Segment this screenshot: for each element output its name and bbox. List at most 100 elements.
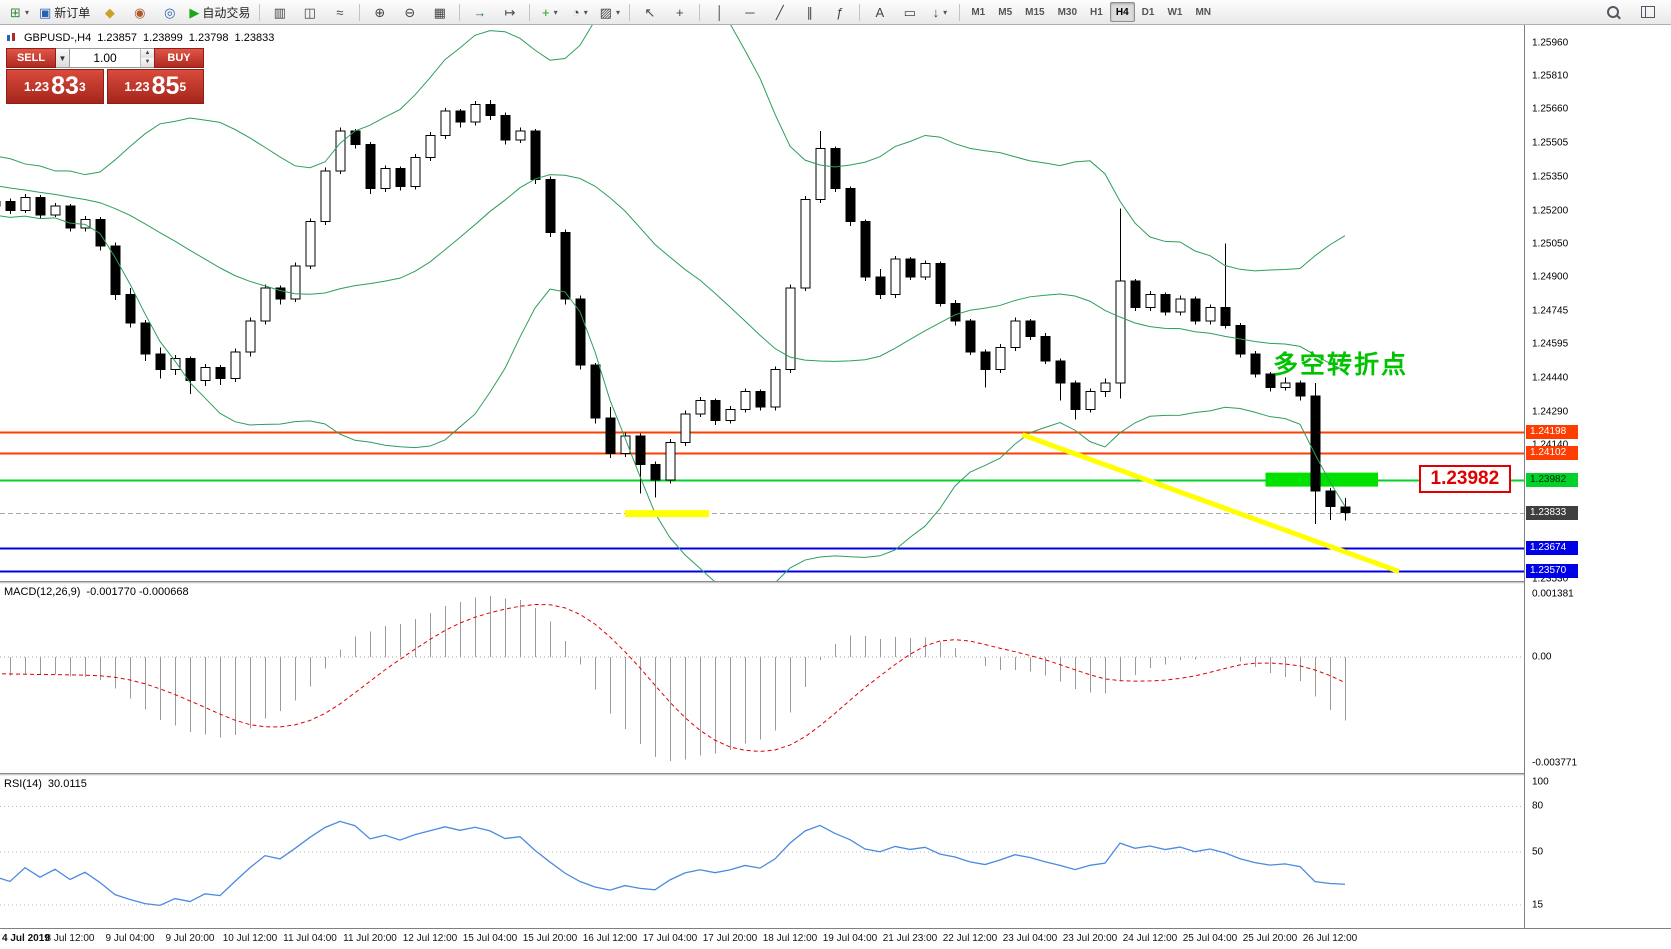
- timeframe-m30-button[interactable]: M30: [1057, 6, 1078, 18]
- new-chart-button[interactable]: ⊞ ▾: [5, 1, 34, 23]
- trendline-button[interactable]: ╱: [765, 1, 794, 23]
- line-chart-icon: ≈: [336, 4, 344, 20]
- macd-signal-line: [0, 603, 1346, 752]
- autoscroll-button[interactable]: →: [465, 1, 494, 23]
- price-scale-label: 1.25200: [1532, 205, 1569, 217]
- horizontal-line-icon: ─: [745, 4, 755, 20]
- bar-chart-icon: ▥: [273, 4, 286, 20]
- dropdown-arrow-icon: ▾: [24, 7, 29, 17]
- chart-shift-icon: ↦: [504, 4, 516, 20]
- search-button[interactable]: [1598, 1, 1627, 23]
- panels-icon: [1640, 6, 1655, 18]
- toolbar-separator: [259, 3, 261, 21]
- lot-increase-button[interactable]: ▲: [141, 49, 154, 58]
- candlestick-icon: ◫: [303, 4, 316, 20]
- sell-price-button[interactable]: 1.23 83 3: [6, 69, 104, 104]
- dropdown-arrow-icon: ▾: [553, 7, 558, 17]
- buy-button[interactable]: BUY: [154, 48, 204, 68]
- macd-chart: [0, 596, 1524, 761]
- macd-panel[interactable]: MACD(12,26,9) -0.001770 -0.000668: [0, 584, 1524, 773]
- rsi-panel[interactable]: RSI(14) 30.0115: [0, 776, 1524, 928]
- yellow-support-segment[interactable]: [625, 510, 709, 518]
- new-chart-icon: ⊞: [10, 4, 21, 20]
- arrows-button[interactable]: ↓ ▾: [925, 1, 954, 23]
- price-scale-label: 1.25810: [1532, 70, 1569, 82]
- zoom-in-button[interactable]: ⊕: [365, 1, 394, 23]
- bar-chart-button[interactable]: ▥: [265, 1, 294, 23]
- fibonacci-button[interactable]: ƒ: [825, 1, 854, 23]
- price-scale-label: 1.23530: [1532, 573, 1569, 585]
- tick-chart-icon: ▦: [433, 4, 446, 20]
- magnifier-icon: [1606, 6, 1619, 18]
- rsi-scale-label: 50: [1532, 846, 1544, 858]
- timeframe-mn-button[interactable]: MN: [1195, 6, 1211, 18]
- time-axis-label: 4 Jul 2019: [2, 933, 50, 944]
- timeframe-m1-button[interactable]: M1: [971, 6, 986, 18]
- new-order-button[interactable]: ▣ 新订单: [35, 1, 94, 23]
- price-callout-label[interactable]: 1.23982: [1418, 464, 1512, 493]
- support-zone-highlight[interactable]: [1265, 472, 1379, 487]
- chart-shift-button[interactable]: ↦: [495, 1, 524, 23]
- lot-decrease-button[interactable]: ▼: [141, 58, 154, 67]
- time-axis-label: 23 Jul 20:00: [1062, 933, 1118, 944]
- timeframe-m15-button[interactable]: M15: [1025, 6, 1045, 18]
- toolbar-separator: [859, 3, 861, 21]
- timeframe-h4-button[interactable]: H4: [1109, 2, 1135, 22]
- timeframe-m5-button[interactable]: M5: [998, 6, 1013, 18]
- price-scale-label: 1.24440: [1532, 372, 1569, 384]
- vertical-line-button[interactable]: │: [705, 1, 734, 23]
- channel-button[interactable]: ∥: [795, 1, 824, 23]
- time-axis-label: 26 Jul 12:00: [1302, 933, 1358, 944]
- tick-chart-button[interactable]: ▦: [425, 1, 454, 23]
- sell-button[interactable]: SELL: [6, 48, 56, 68]
- text-button[interactable]: A: [865, 1, 894, 23]
- price-chart[interactable]: [0, 25, 1524, 581]
- sell-price-point: 3: [78, 79, 86, 94]
- timeframe-h1-button[interactable]: H1: [1090, 6, 1103, 18]
- price-scale-label: 1.24900: [1532, 271, 1569, 283]
- zoom-out-button[interactable]: ⊖: [395, 1, 424, 23]
- macd-values: -0.001770 -0.000668: [86, 586, 189, 598]
- crosshair-button[interactable]: +: [665, 1, 694, 23]
- yellow-trendline[interactable]: [1021, 432, 1400, 574]
- buy-price-button[interactable]: 1.23 85 5: [106, 69, 204, 104]
- timeframe-d1-button[interactable]: D1: [1141, 6, 1155, 18]
- panels-button[interactable]: [1633, 1, 1662, 23]
- time-axis-label: 15 Jul 04:00: [462, 933, 518, 944]
- templates-button[interactable]: ▨ ▾: [595, 1, 624, 23]
- rsi-value: 30.0115: [47, 778, 87, 790]
- rsi-chart: [0, 805, 1524, 907]
- cursor-button[interactable]: ↖: [635, 1, 664, 23]
- lot-size-input[interactable]: [70, 49, 140, 67]
- cursor-icon: ↖: [644, 4, 656, 20]
- toolbar: ⊞ ▾ ▣ 新订单 ◆ ◉ ◎ ▶ 自动交易 ▥ ◫ ≈ ⊕ ⊖ ▦ → ↦ + ▾ ◔ ▾ ▨ ▾ ↖ + │ ─ ╱ ∥ ƒ A ▭ ↓ ▾ M…: [0, 0, 1671, 25]
- time-axis-label: 11 Jul 04:00: [283, 933, 337, 944]
- annotation-text[interactable]: 多空转折点: [1273, 350, 1409, 379]
- indicators-icon: +: [542, 4, 550, 20]
- metaeditor-button[interactable]: ◆: [95, 1, 124, 23]
- community-button[interactable]: ◎: [155, 1, 184, 23]
- line-chart-button[interactable]: ≈: [325, 1, 354, 23]
- label-icon: ▭: [903, 4, 916, 20]
- time-axis[interactable]: 4 Jul 2019 8 Jul 12:00 9 Jul 04:00 9 Jul 20…: [0, 928, 1671, 949]
- label-button[interactable]: ▭: [895, 1, 924, 23]
- candlestick-button[interactable]: ◫: [295, 1, 324, 23]
- window-splitter[interactable]: [0, 773, 1671, 776]
- horizontal-line-button[interactable]: ─: [735, 1, 764, 23]
- timeframe-w1-button[interactable]: W1: [1167, 6, 1183, 18]
- market-button[interactable]: ◉: [125, 1, 154, 23]
- sell-button-label: SELL: [16, 52, 46, 64]
- price-scale[interactable]: 1.25960 1.25810 1.25660 1.25505 1.25350 1.252…: [1524, 25, 1671, 928]
- macd-scale-zero: 0.00: [1532, 651, 1552, 663]
- indicators-button[interactable]: + ▾: [535, 1, 564, 23]
- autotrading-button[interactable]: ▶ 自动交易: [185, 1, 254, 23]
- lot-dropdown-button[interactable]: ▼: [56, 48, 70, 68]
- periods-button[interactable]: ◔ ▾: [565, 1, 594, 23]
- price-scale-label: 1.24290: [1532, 406, 1569, 418]
- autoscroll-icon: →: [473, 4, 487, 20]
- toolbar-separator: [959, 3, 961, 21]
- main-chart-panel[interactable]: GBPUSD-,H4 1.23857 1.23899 1.23798 1.238…: [0, 25, 1524, 581]
- window-splitter[interactable]: [0, 581, 1671, 584]
- fibonacci-icon: ƒ: [836, 4, 844, 20]
- time-axis-label: 15 Jul 20:00: [522, 933, 578, 944]
